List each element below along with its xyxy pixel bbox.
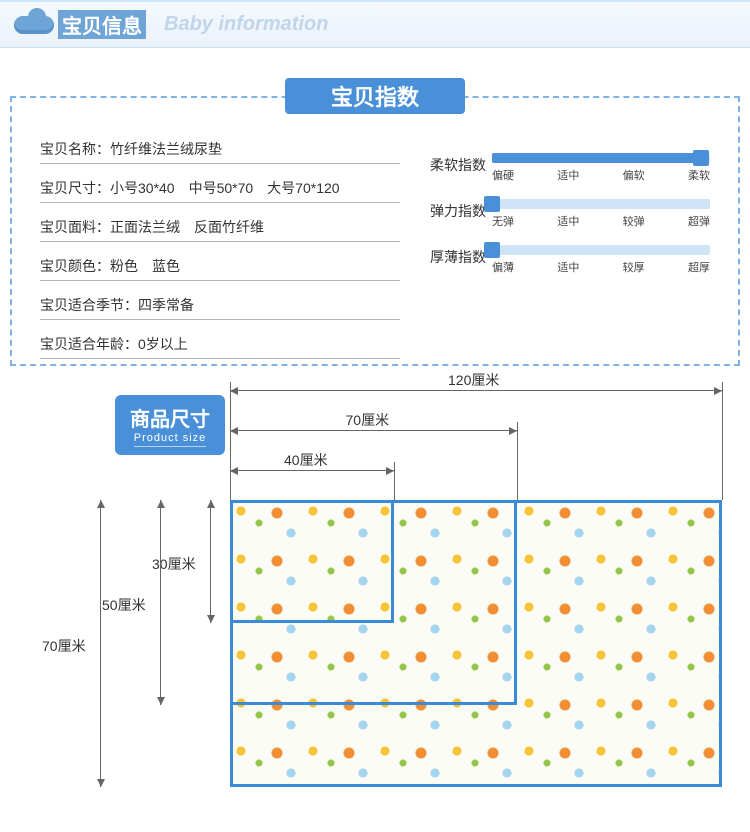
dimension-tick bbox=[230, 382, 231, 500]
gauge-track bbox=[492, 199, 710, 209]
header-title-en: Baby information bbox=[164, 13, 328, 36]
dimension-label: 70厘米 bbox=[346, 410, 390, 430]
header-bar: 宝贝信息 Baby information bbox=[0, 0, 750, 48]
dimension-arrow-v bbox=[210, 500, 211, 623]
dimension-label: 40厘米 bbox=[284, 450, 328, 470]
gauge-fill bbox=[492, 153, 701, 163]
gauge: 柔软指数偏硬适中偏软柔软 bbox=[430, 153, 710, 183]
spec-line: 宝贝名称：竹纤维法兰绒尿垫 bbox=[40, 133, 400, 164]
dimension-tick bbox=[517, 422, 518, 500]
spec-line: 宝贝面料：正面法兰绒 反面竹纤维 bbox=[40, 211, 400, 242]
header-title-cn: 宝贝信息 bbox=[58, 10, 146, 39]
gauge-stops: 偏硬适中偏软柔软 bbox=[492, 167, 710, 183]
dimension-tick bbox=[394, 462, 395, 500]
size-diagram: 120厘米 70厘米 40厘米 30厘米 50厘米 70厘米 bbox=[0, 370, 750, 832]
gauge-knob bbox=[484, 242, 500, 258]
gauge: 厚薄指数偏薄适中较厚超厚 bbox=[430, 245, 710, 275]
dimension-label: 50厘米 bbox=[102, 595, 146, 615]
info-box: 宝贝名称：竹纤维法兰绒尿垫宝贝尺寸：小号30*40 中号50*70 大号70*1… bbox=[10, 96, 740, 366]
gauge-label: 厚薄指数 bbox=[430, 245, 492, 267]
pad-pattern bbox=[233, 503, 391, 620]
dimension-label: 120厘米 bbox=[448, 370, 499, 390]
gauge: 弹力指数无弹适中较弹超弹 bbox=[430, 199, 710, 229]
spec-list: 宝贝名称：竹纤维法兰绒尿垫宝贝尺寸：小号30*40 中号50*70 大号70*1… bbox=[40, 133, 400, 367]
gauge-stops: 偏薄适中较厚超厚 bbox=[492, 259, 710, 275]
section-banner: 宝贝指数 bbox=[285, 78, 465, 114]
dimension-arrow-v bbox=[100, 500, 101, 787]
spec-line: 宝贝颜色：粉色 蓝色 bbox=[40, 250, 400, 281]
gauge-list: 柔软指数偏硬适中偏软柔软弹力指数无弹适中较弹超弹厚薄指数偏薄适中较厚超厚 bbox=[400, 133, 710, 367]
spec-line: 宝贝适合季节：四季常备 bbox=[40, 289, 400, 320]
spec-line: 宝贝适合年龄：0岁以上 bbox=[40, 328, 400, 359]
dimension-arrow-v bbox=[160, 500, 161, 705]
gauge-knob bbox=[484, 196, 500, 212]
dimension-arrow-h bbox=[230, 390, 722, 391]
spec-line: 宝贝尺寸：小号30*40 中号50*70 大号70*120 bbox=[40, 172, 400, 203]
dimension-arrow-h bbox=[230, 430, 517, 431]
gauge-track bbox=[492, 245, 710, 255]
dimension-label: 70厘米 bbox=[42, 636, 86, 656]
pad bbox=[230, 500, 394, 623]
gauge-track bbox=[492, 153, 710, 163]
dimension-tick bbox=[722, 382, 723, 500]
gauge-label: 弹力指数 bbox=[430, 199, 492, 221]
dimension-label: 30厘米 bbox=[152, 554, 196, 574]
gauge-stops: 无弹适中较弹超弹 bbox=[492, 213, 710, 229]
gauge-knob bbox=[693, 150, 709, 166]
dimension-arrow-h bbox=[230, 470, 394, 471]
gauge-label: 柔软指数 bbox=[430, 153, 492, 175]
